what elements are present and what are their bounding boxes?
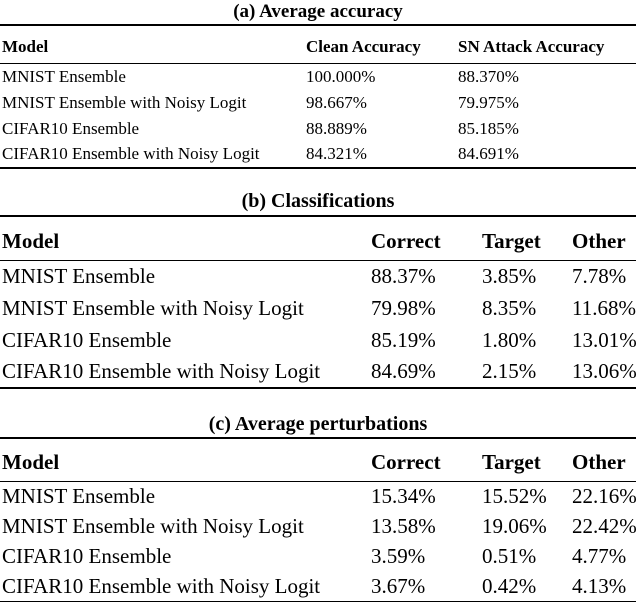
model-name-cell: CIFAR10 Ensemble with Noisy Logit — [2, 144, 260, 163]
table-a-col-sn-attack-accuracy: SN Attack Accuracy — [458, 25, 636, 64]
model-name-cell: MNIST Ensemble with Noisy Logit — [2, 514, 304, 538]
target-cell: 1.80% — [482, 327, 537, 352]
table-row: MNIST Ensemble with Noisy Logit 98.667% … — [0, 90, 636, 116]
table-a-col-model: Model — [0, 25, 306, 64]
table-a-caption: (a) Average accuracy — [233, 1, 403, 22]
table-c-col-target: Target — [482, 438, 572, 482]
correct-cell: 79.98% — [371, 295, 436, 320]
table-b-header: Model Correct Target Other — [0, 215, 636, 261]
model-name-cell: CIFAR10 Ensemble — [2, 118, 140, 138]
table-a-header-row: Model Clean Accuracy SN Attack Accuracy — [0, 25, 636, 64]
model-name-cell: MNIST Ensemble with Noisy Logit — [2, 295, 304, 320]
sn-attack-accuracy-cell: 88.370% — [458, 66, 519, 86]
model-name-cell: CIFAR10 Ensemble — [2, 544, 172, 568]
table-a-col-clean-accuracy: Clean Accuracy — [306, 25, 458, 64]
correct-cell: 84.69% — [371, 359, 436, 383]
model-name-cell: CIFAR10 Ensemble with Noisy Logit — [2, 359, 321, 383]
clean-accuracy-cell: 98.667% — [306, 92, 367, 112]
table-row: CIFAR10 Ensemble 85.19% 1.80% 13.01% — [0, 324, 636, 356]
target-cell: 19.06% — [482, 514, 547, 538]
sn-attack-accuracy-cell: 84.691% — [458, 144, 519, 163]
clean-accuracy-cell: 100.000% — [306, 66, 376, 86]
table-c-col-model: Model — [0, 438, 371, 482]
model-name-cell: MNIST Ensemble with Noisy Logit — [2, 92, 247, 112]
table-average-perturbations: Model Correct Target Other MNIST Ensembl… — [0, 437, 636, 602]
table-c-col-other: Other — [572, 438, 636, 482]
table-c-header-row: Model Correct Target Other — [0, 438, 636, 482]
correct-cell: 15.34% — [371, 484, 436, 509]
other-cell: 22.16% — [572, 484, 636, 509]
table-classifications: Model Correct Target Other MNIST Ensembl… — [0, 214, 636, 389]
table-row: CIFAR10 Ensemble 3.59% 0.51% 4.77% — [0, 542, 636, 572]
other-cell: 13.01% — [572, 327, 636, 352]
target-cell: 2.15% — [482, 359, 537, 383]
table-b-col-other: Other — [572, 215, 636, 261]
table-row: MNIST Ensemble 100.000% 88.370% — [0, 64, 636, 90]
table-a-header: Model Clean Accuracy SN Attack Accuracy — [0, 25, 636, 64]
table-row: CIFAR10 Ensemble with Noisy Logit 84.69%… — [0, 356, 636, 388]
table-b-col-correct: Correct — [371, 215, 482, 261]
table-row: MNIST Ensemble 88.37% 3.85% 7.78% — [0, 260, 636, 292]
clean-accuracy-cell: 84.321% — [306, 144, 367, 163]
target-cell: 0.51% — [482, 544, 537, 568]
other-cell: 4.13% — [572, 573, 627, 598]
table-row: MNIST Ensemble with Noisy Logit 79.98% 8… — [0, 292, 636, 324]
table-row: CIFAR10 Ensemble 88.889% 85.185% — [0, 116, 636, 142]
model-name-cell: CIFAR10 Ensemble with Noisy Logit — [2, 573, 321, 598]
table-c-col-correct: Correct — [371, 438, 482, 482]
table-row: CIFAR10 Ensemble with Noisy Logit 3.67% … — [0, 572, 636, 602]
table-row: CIFAR10 Ensemble with Noisy Logit 84.321… — [0, 142, 636, 168]
model-name-cell: MNIST Ensemble — [2, 484, 156, 509]
table-b-col-target: Target — [482, 215, 572, 261]
target-cell: 0.42% — [482, 573, 537, 598]
target-cell: 3.85% — [482, 263, 537, 288]
target-cell: 8.35% — [482, 295, 537, 320]
table-b-body: MNIST Ensemble 88.37% 3.85% 7.78% MNIST … — [0, 260, 636, 388]
correct-cell: 3.59% — [371, 544, 426, 568]
other-cell: 22.42% — [572, 514, 636, 538]
other-cell: 7.78% — [572, 263, 627, 288]
table-average-accuracy: Model Clean Accuracy SN Attack Accuracy … — [0, 24, 636, 169]
table-b-caption: (b) Classifications — [241, 189, 395, 212]
correct-cell: 13.58% — [371, 514, 436, 538]
model-name-cell: MNIST Ensemble — [2, 66, 126, 86]
table-a-body: MNIST Ensemble 100.000% 88.370% MNIST En… — [0, 64, 636, 168]
table-row: MNIST Ensemble with Noisy Logit 13.58% 1… — [0, 512, 636, 542]
correct-cell: 85.19% — [371, 327, 436, 352]
other-cell: 4.77% — [572, 544, 627, 568]
table-b-header-row: Model Correct Target Other — [0, 215, 636, 261]
table-c-body: MNIST Ensemble 15.34% 15.52% 22.16% MNIS… — [0, 482, 636, 602]
correct-cell: 3.67% — [371, 573, 426, 598]
table-row: MNIST Ensemble 15.34% 15.52% 22.16% — [0, 482, 636, 512]
model-name-cell: CIFAR10 Ensemble — [2, 327, 172, 352]
model-name-cell: MNIST Ensemble — [2, 263, 156, 288]
target-cell: 15.52% — [482, 484, 547, 509]
other-cell: 13.06% — [572, 359, 636, 383]
table-c-header: Model Correct Target Other — [0, 438, 636, 482]
correct-cell: 88.37% — [371, 263, 436, 288]
other-cell: 11.68% — [572, 295, 636, 320]
table-c-caption: (c) Average perturbations — [208, 413, 428, 435]
table-b-col-model: Model — [0, 215, 371, 261]
clean-accuracy-cell: 88.889% — [306, 118, 367, 138]
sn-attack-accuracy-cell: 79.975% — [458, 92, 519, 112]
sn-attack-accuracy-cell: 85.185% — [458, 118, 519, 138]
